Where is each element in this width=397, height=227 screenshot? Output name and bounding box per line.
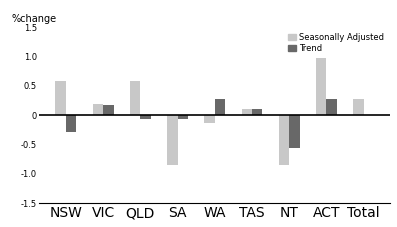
Bar xyxy=(316,58,326,115)
Bar xyxy=(252,109,262,115)
Legend: Seasonally Adjusted, Trend: Seasonally Adjusted, Trend xyxy=(287,31,386,55)
Bar xyxy=(204,115,215,123)
Bar xyxy=(103,105,114,115)
Bar xyxy=(177,115,188,119)
Bar xyxy=(279,115,289,165)
Bar xyxy=(215,99,225,115)
Bar xyxy=(56,81,66,115)
Bar xyxy=(66,115,76,132)
Bar xyxy=(140,115,151,119)
Bar xyxy=(167,115,177,165)
Bar xyxy=(130,81,140,115)
Bar xyxy=(289,115,300,148)
Bar xyxy=(353,99,364,115)
Text: %change: %change xyxy=(12,14,57,24)
Bar xyxy=(93,104,103,115)
Bar xyxy=(242,109,252,115)
Bar xyxy=(326,99,337,115)
